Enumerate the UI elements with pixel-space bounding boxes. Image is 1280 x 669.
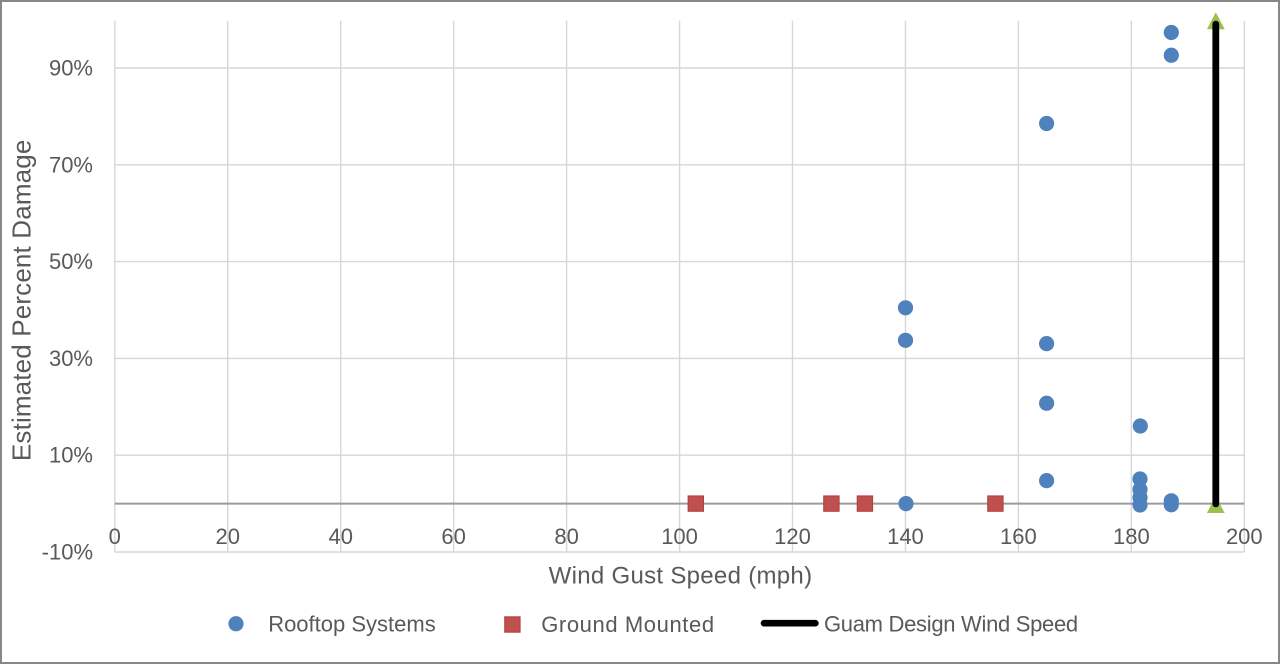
svg-text:0: 0 xyxy=(109,524,121,549)
svg-text:90%: 90% xyxy=(49,56,93,81)
svg-text:Guam Design Wind Speed: Guam Design Wind Speed xyxy=(824,611,1078,636)
svg-text:100: 100 xyxy=(661,524,698,549)
svg-text:20: 20 xyxy=(216,524,240,549)
svg-text:Ground Mounted: Ground Mounted xyxy=(541,612,715,637)
svg-text:-10%: -10% xyxy=(42,540,93,565)
svg-text:30%: 30% xyxy=(49,346,93,371)
svg-text:180: 180 xyxy=(1113,524,1150,549)
svg-text:40: 40 xyxy=(328,524,352,549)
svg-text:10%: 10% xyxy=(49,443,93,468)
svg-text:200: 200 xyxy=(1226,524,1263,549)
svg-text:160: 160 xyxy=(1000,524,1037,549)
svg-text:60: 60 xyxy=(441,524,465,549)
svg-text:140: 140 xyxy=(887,524,924,549)
svg-text:Rooftop Systems: Rooftop Systems xyxy=(268,611,436,636)
svg-text:120: 120 xyxy=(774,524,811,549)
svg-text:Wind Gust Speed (mph): Wind Gust Speed (mph) xyxy=(549,562,813,589)
svg-text:80: 80 xyxy=(554,524,578,549)
svg-text:70%: 70% xyxy=(49,152,93,177)
svg-text:Estimated Percent Damage: Estimated Percent Damage xyxy=(7,140,37,462)
svg-text:50%: 50% xyxy=(49,249,93,274)
